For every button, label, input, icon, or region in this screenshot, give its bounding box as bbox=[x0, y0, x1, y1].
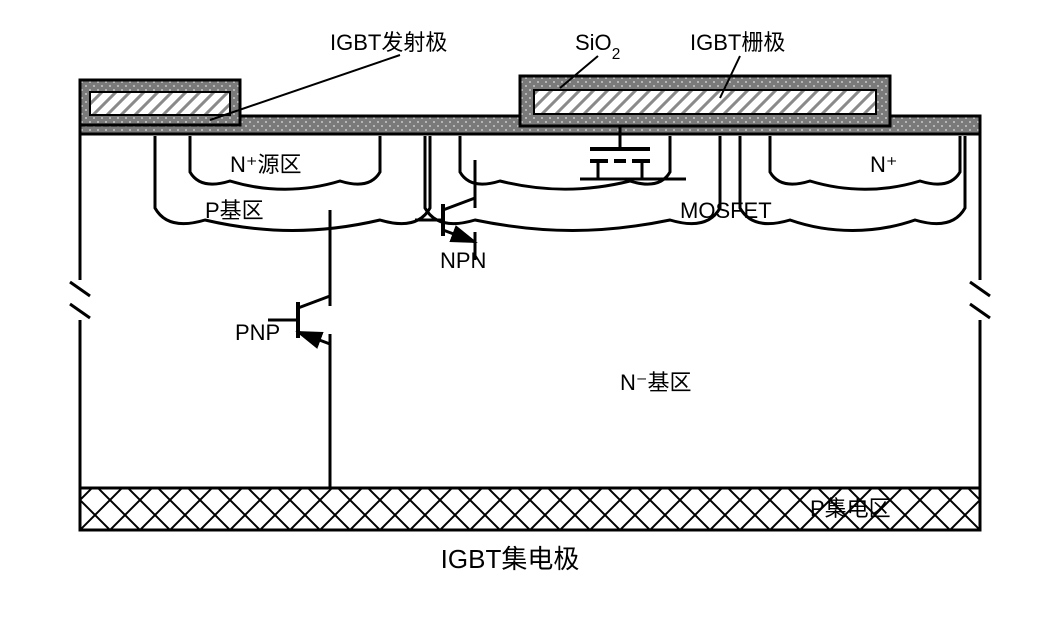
npn-symbol bbox=[405, 160, 475, 260]
label-npn: NPN bbox=[440, 248, 486, 273]
label-collector: IGBT集电极 bbox=[441, 544, 580, 574]
label-sio2: SiO2 bbox=[575, 30, 620, 63]
label-gate: IGBT栅极 bbox=[690, 30, 785, 55]
n-plus-well bbox=[770, 136, 960, 189]
label-pnp: PNP bbox=[235, 320, 280, 345]
pnp-symbol bbox=[268, 210, 415, 488]
igbt-diagram: IGBT发射极 SiO2 IGBT栅极 N⁺源区 N⁺ P基区 NPN PNP MOSFET N⁻… bbox=[20, 20, 1020, 600]
emitter-pad-inner bbox=[90, 92, 230, 115]
label-mosfet: MOSFET bbox=[680, 198, 772, 223]
device-body bbox=[80, 120, 980, 530]
p-base-well bbox=[425, 136, 720, 231]
break-mark bbox=[970, 280, 990, 320]
label-n-plus-source: N⁺源区 bbox=[230, 152, 302, 177]
p-base-well bbox=[155, 136, 430, 231]
label-p-base: P基区 bbox=[205, 198, 264, 223]
gate-pad-inner bbox=[534, 90, 876, 114]
break-mark bbox=[70, 280, 90, 320]
label-p-collector: P集电区 bbox=[810, 496, 891, 521]
label-n-base: N⁻基区 bbox=[620, 370, 692, 395]
label-n-plus: N⁺ bbox=[870, 152, 898, 177]
label-emitter: IGBT发射极 bbox=[330, 30, 447, 55]
